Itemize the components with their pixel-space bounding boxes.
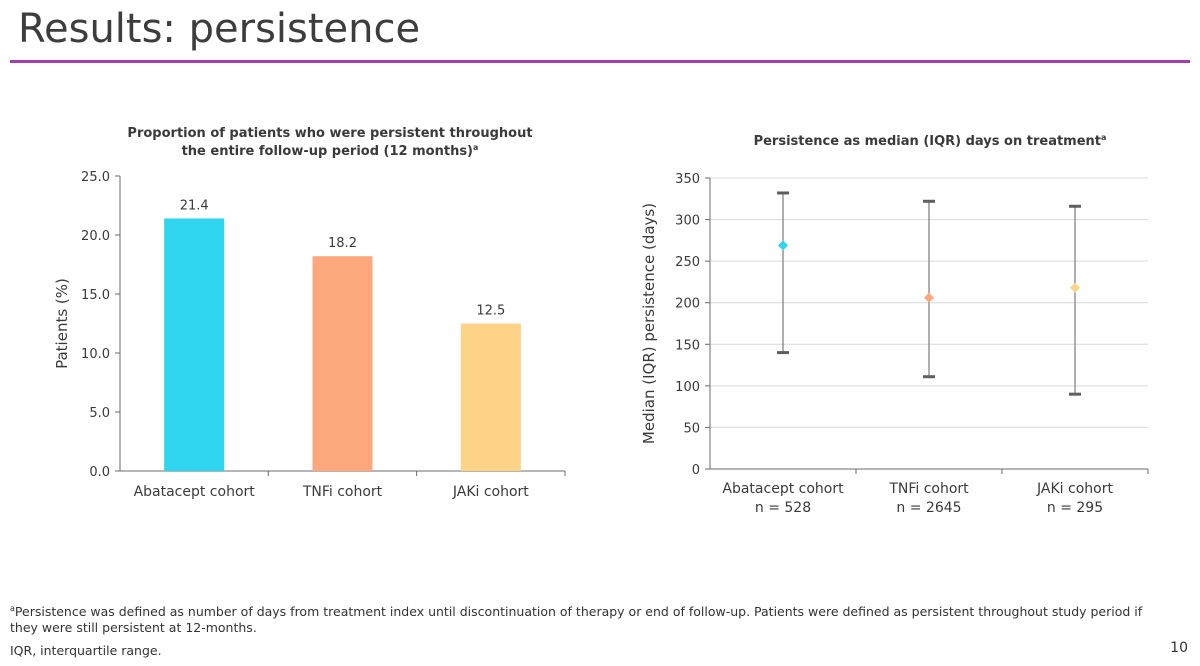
bar-category-label: Abatacept cohort xyxy=(134,484,256,500)
iqr-y-tick-label: 200 xyxy=(675,297,700,312)
iqr-category-n: n = 2645 xyxy=(896,500,961,516)
iqr-y-tick-label: 50 xyxy=(683,421,700,436)
median-marker xyxy=(924,292,934,303)
page-number: 10 xyxy=(1170,640,1188,656)
bar-y-tick-label: 10.0 xyxy=(81,347,110,362)
median-marker xyxy=(1070,282,1080,293)
bar-abatacept-cohort xyxy=(164,218,225,471)
iqr-y-tick-label: 0 xyxy=(692,463,700,478)
bar-value-label: 18.2 xyxy=(328,236,357,251)
iqr-y-tick-label: 250 xyxy=(675,255,700,270)
slide-title: Results: persistence xyxy=(18,6,421,52)
bar-chart-title-line-1: Proportion of patients who were persiste… xyxy=(127,126,532,141)
iqr-y-tick-label: 150 xyxy=(675,338,700,353)
iqr-y-tick-label: 100 xyxy=(675,380,700,395)
iqr-category-n: n = 295 xyxy=(1047,500,1103,516)
iqr-y-tick-label: 350 xyxy=(675,172,700,187)
footnote-definition-text: Persistence was defined as number of day… xyxy=(10,604,1143,635)
iqr-chart-title: Persistence as median (IQR) days on trea… xyxy=(754,133,1107,149)
median-marker xyxy=(778,240,788,251)
title-rule xyxy=(10,60,1190,63)
iqr-y-tick-label: 300 xyxy=(675,214,700,229)
bar-y-tick-label: 5.0 xyxy=(89,406,110,421)
iqr-category-label: Abatacept cohort xyxy=(722,481,844,497)
bar-category-label: TNFi cohort xyxy=(302,484,383,500)
charts-canvas: Proportion of patients who were persiste… xyxy=(53,126,1149,516)
bar-jaki-cohort xyxy=(460,323,521,471)
bar-y-axis-title: Patients (%) xyxy=(53,278,71,369)
footnote-definition: aPersistence was defined as number of da… xyxy=(10,604,1150,636)
iqr-category-n: n = 528 xyxy=(755,500,811,516)
bar-category-label: JAKi cohort xyxy=(452,484,529,500)
iqr-category-label: JAKi cohort xyxy=(1036,481,1113,497)
bar-y-tick-label: 25.0 xyxy=(81,170,110,185)
bar-chart-title-line-2: the entire follow-up period (12 months)a xyxy=(182,143,479,159)
bar-y-tick-label: 20.0 xyxy=(81,229,110,244)
bar-value-label: 21.4 xyxy=(180,198,209,213)
footnote-marker: a xyxy=(10,603,15,613)
bar-y-tick-label: 0.0 xyxy=(89,465,110,480)
bar-tnfi-cohort xyxy=(312,256,373,471)
iqr-category-label: TNFi cohort xyxy=(888,481,969,497)
bar-y-tick-label: 15.0 xyxy=(81,288,110,303)
bar-value-label: 12.5 xyxy=(476,304,505,319)
iqr-y-axis-title: Median (IQR) persistence (days) xyxy=(640,203,658,444)
footnote-abbreviation: IQR, interquartile range. xyxy=(10,643,162,658)
